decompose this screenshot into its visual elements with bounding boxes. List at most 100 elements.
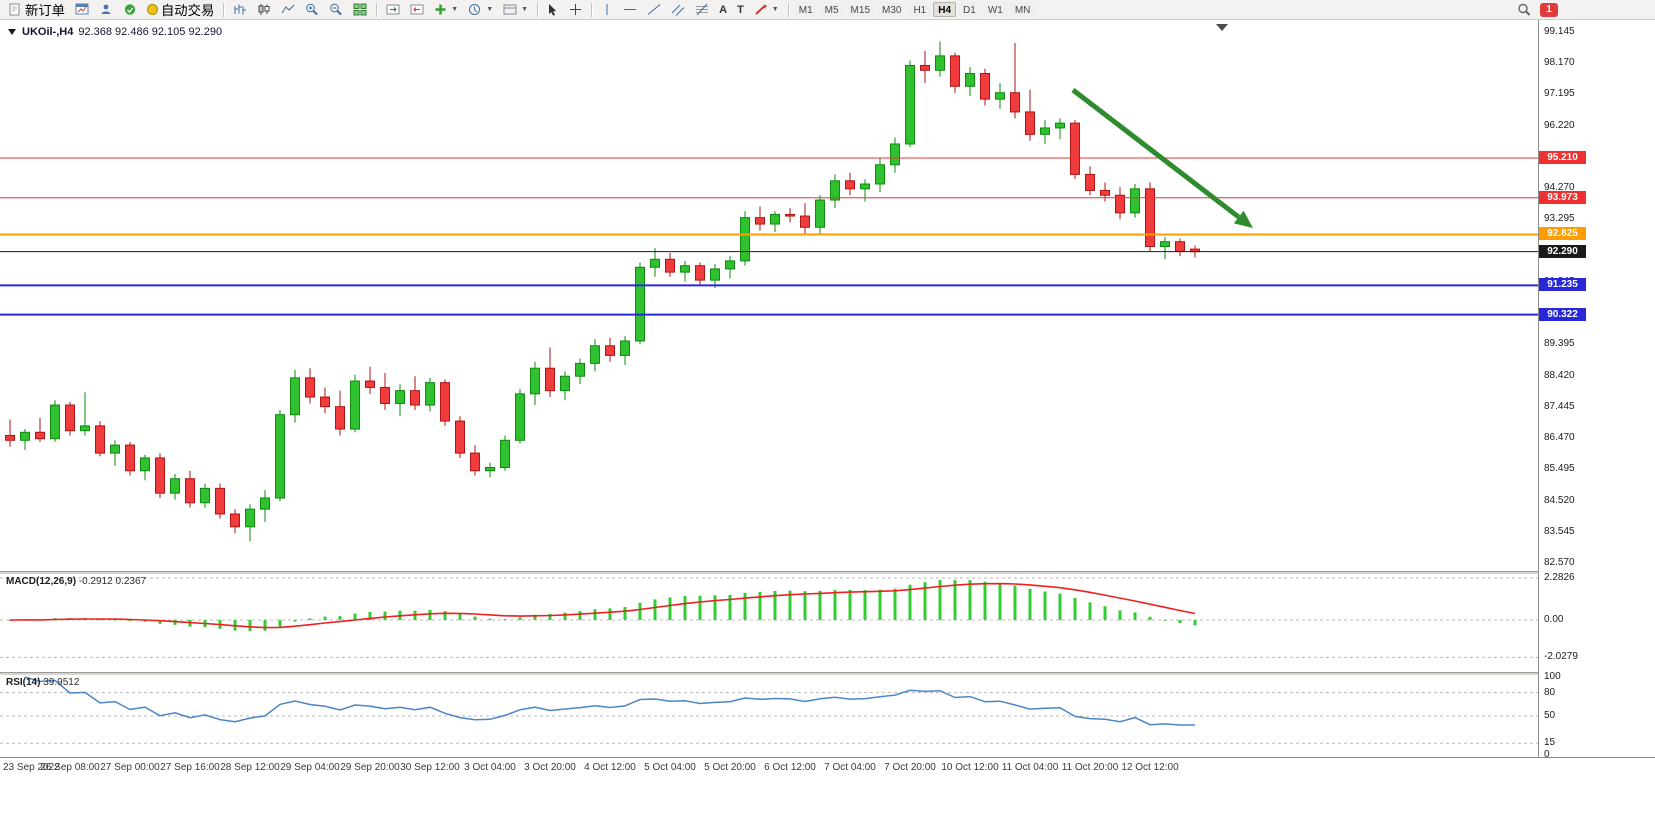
templates-icon	[503, 4, 517, 15]
vertical-line-icon	[606, 4, 608, 15]
candle-body	[215, 487, 225, 515]
trendline-tool-button[interactable]	[642, 1, 666, 18]
arrow-tool-icon	[755, 4, 767, 15]
charts-button[interactable]	[70, 1, 94, 18]
search-button[interactable]	[1512, 1, 1536, 18]
chart-shift-marker[interactable]	[1216, 24, 1228, 31]
macd-histogram-bar	[758, 591, 762, 620]
candle-body	[95, 425, 105, 454]
cursor-tool-button[interactable]	[542, 1, 564, 18]
candle-chart-type-button[interactable]	[252, 1, 276, 18]
arrows-tool-button[interactable]: ▼	[749, 1, 784, 18]
timeframe-m30-button[interactable]: M30	[877, 2, 907, 17]
macd-histogram-bar	[803, 591, 807, 620]
timeframe-m1-button[interactable]: M1	[793, 2, 818, 17]
crosshair-tool-button[interactable]	[564, 1, 587, 18]
text-tool-button[interactable]: A	[714, 1, 732, 18]
line-chart-type-button[interactable]	[276, 1, 300, 18]
macd-histogram-bar	[173, 620, 177, 625]
candle-body	[755, 217, 765, 225]
macd-histogram-bar	[113, 619, 117, 621]
symbol-period-label: UKOil-,H4	[22, 26, 74, 38]
market-watch-button[interactable]	[118, 1, 142, 18]
macd-histogram-bar	[383, 611, 387, 620]
timeframe-m15-button[interactable]: M15	[845, 2, 875, 17]
macd-histogram-bar	[698, 595, 702, 620]
date-axis[interactable]: 23 Sep 2022 26 Sep 08:00 27 Sep 00:00 27 Se…	[0, 757, 1655, 779]
macd-pane[interactable]	[0, 574, 1538, 672]
candle-body	[1040, 127, 1050, 135]
zoom-in-button[interactable]	[300, 1, 324, 18]
price-axis[interactable]: 99.14598.17097.19596.22095.24594.27093.2…	[1538, 20, 1655, 760]
bar-chart-type-button[interactable]	[228, 1, 252, 18]
candle-body	[845, 180, 855, 190]
fibonacci-tool-button[interactable]	[690, 1, 714, 18]
trend-arrow-annotation[interactable]	[1071, 88, 1241, 220]
candle-body	[1130, 188, 1140, 214]
notifications-badge[interactable]: 1	[1540, 3, 1558, 17]
auto-trading-button[interactable]: 自动交易	[142, 1, 219, 18]
price-badge: 90.322	[1539, 307, 1586, 321]
toolbar-separator	[591, 2, 593, 17]
timeframe-d1-button[interactable]: D1	[958, 2, 981, 17]
macd-histogram-bar	[158, 620, 162, 624]
macd-histogram-bar	[713, 595, 717, 620]
price-axis-label: 97.195	[1544, 88, 1575, 100]
tile-windows-button[interactable]	[348, 1, 372, 18]
profiles-button[interactable]	[94, 1, 118, 18]
candle-body	[905, 64, 915, 145]
timeframe-w1-button[interactable]: W1	[982, 2, 1008, 17]
candle-body	[1010, 92, 1020, 113]
macd-histogram-bar	[308, 618, 312, 620]
add-indicator-icon	[435, 4, 446, 15]
vertical-line-tool-button[interactable]	[596, 1, 618, 18]
timeframe-m5-button[interactable]: M5	[819, 2, 844, 17]
auto-scroll-button[interactable]	[381, 1, 405, 18]
templates-button[interactable]: ▼	[498, 1, 533, 18]
macd-signal-line	[9, 582, 1196, 629]
horizontal-line-tool-button[interactable]	[618, 1, 642, 18]
macd-histogram-bar	[443, 611, 447, 620]
timeframe-h4-button[interactable]: H4	[933, 2, 957, 17]
cursor-icon	[549, 4, 557, 16]
candle-body	[830, 180, 840, 201]
timeframe-h1-button[interactable]: H1	[908, 2, 932, 17]
fibonacci-icon	[696, 3, 709, 16]
zoom-out-button[interactable]	[324, 1, 348, 18]
new-order-button[interactable]: 新订单	[3, 1, 70, 18]
candle-body	[1175, 241, 1185, 252]
periods-button[interactable]: ▼	[463, 1, 498, 18]
candle-body	[770, 213, 780, 225]
candle-body	[935, 55, 945, 71]
price-axis-label: 94.270	[1544, 182, 1575, 194]
price-chart-pane[interactable]	[0, 20, 1538, 571]
price-badge: 92.825	[1539, 227, 1586, 241]
macd-histogram-bar	[143, 620, 147, 622]
macd-histogram-bar	[278, 620, 282, 627]
date-axis-label: 11 Oct 04:00	[1001, 762, 1059, 773]
candle-body	[725, 260, 735, 270]
rsi-pane[interactable]	[0, 675, 1538, 757]
toolbar-separator	[787, 2, 789, 17]
text-tool-icon: A	[719, 3, 728, 16]
macd-histogram-bar	[683, 595, 687, 620]
chart-title: UKOil-,H4 92.368 92.486 92.105 92.290	[8, 26, 222, 38]
date-axis-label: 28 Sep 12:00	[220, 762, 280, 773]
price-axis-label: 86.470	[1544, 432, 1575, 444]
date-axis-label: 27 Sep 16:00	[160, 762, 220, 773]
label-tool-button[interactable]: T	[732, 1, 749, 18]
zoom-in-icon	[306, 3, 319, 16]
label-tool-icon: T	[737, 3, 744, 16]
macd-histogram-bar	[1178, 620, 1182, 624]
macd-histogram-bar	[503, 619, 507, 620]
macd-histogram-bar	[1043, 591, 1047, 620]
indicators-button[interactable]: ▼	[429, 1, 463, 18]
toolbar: 新订单 自动交易	[0, 0, 1655, 20]
chart-shift-button[interactable]	[405, 1, 429, 18]
one-click-trading-toggle[interactable]	[8, 28, 17, 36]
candle-body	[740, 217, 750, 262]
candle-body	[245, 508, 255, 528]
timeframe-mn-button[interactable]: MN	[1009, 2, 1036, 17]
channel-tool-button[interactable]	[666, 1, 690, 18]
candle-body	[545, 367, 555, 392]
